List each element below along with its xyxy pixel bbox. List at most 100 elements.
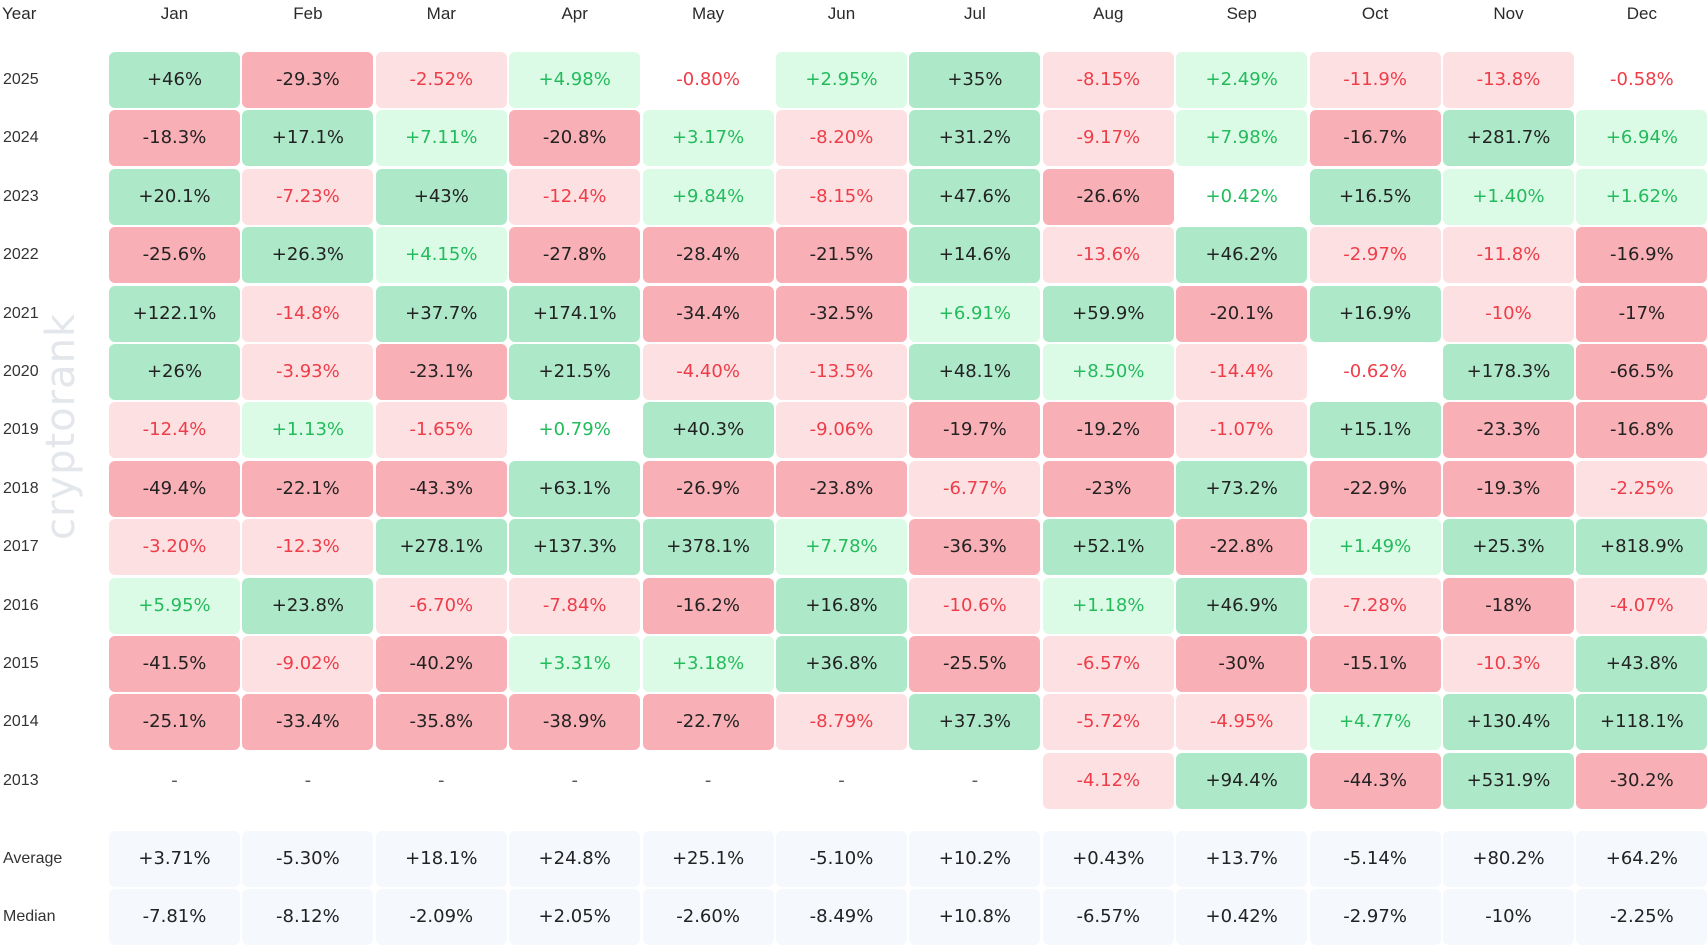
heatmap-cell[interactable]: -0.58% xyxy=(1610,69,1674,90)
heatmap-cell[interactable]: -10.3% xyxy=(1443,636,1574,692)
heatmap-cell[interactable]: -22.8% xyxy=(1176,519,1308,576)
heatmap-cell[interactable]: +7.78% xyxy=(776,519,907,576)
heatmap-cell[interactable]: -29.3% xyxy=(242,52,374,108)
heatmap-cell[interactable]: +378.1% xyxy=(642,519,774,576)
heatmap-cell[interactable]: +37.7% xyxy=(375,285,507,342)
heatmap-cell[interactable]: +40.3% xyxy=(642,402,774,459)
heatmap-cell[interactable]: +46.9% xyxy=(1176,577,1308,634)
heatmap-cell[interactable]: -26.9% xyxy=(642,460,774,517)
heatmap-cell[interactable]: -32.5% xyxy=(776,285,907,342)
heatmap-cell[interactable]: -19.7% xyxy=(909,402,1041,459)
heatmap-cell[interactable]: -25.6% xyxy=(109,227,240,284)
heatmap-cell[interactable]: -16.9% xyxy=(1576,227,1707,284)
heatmap-cell[interactable]: +137.3% xyxy=(509,519,641,576)
heatmap-cell[interactable]: -22.7% xyxy=(642,694,774,751)
heatmap-cell[interactable]: +818.9% xyxy=(1576,519,1707,576)
heatmap-cell[interactable]: +4.98% xyxy=(509,52,641,108)
heatmap-cell[interactable]: -8.15% xyxy=(1042,52,1174,108)
heatmap-cell[interactable]: +25.3% xyxy=(1443,519,1574,576)
heatmap-cell[interactable]: -7.84% xyxy=(509,577,641,634)
heatmap-cell[interactable]: -18.3% xyxy=(109,110,240,167)
summary-cell[interactable]: -5.14% xyxy=(1309,831,1441,887)
summary-cell[interactable]: -2.97% xyxy=(1309,889,1441,946)
heatmap-cell[interactable]: -25.5% xyxy=(909,636,1041,692)
heatmap-cell[interactable]: -18% xyxy=(1443,577,1574,634)
heatmap-cell[interactable]: +48.1% xyxy=(909,344,1041,400)
heatmap-cell[interactable]: +3.18% xyxy=(642,636,774,692)
summary-cell[interactable]: -2.25% xyxy=(1576,889,1707,946)
month-header-sep[interactable]: Sep xyxy=(1226,4,1257,23)
summary-cell[interactable]: +10.2% xyxy=(909,831,1041,887)
heatmap-cell[interactable]: -22.1% xyxy=(242,460,374,517)
heatmap-cell[interactable]: -4.07% xyxy=(1576,577,1707,634)
heatmap-cell[interactable]: +16.9% xyxy=(1309,285,1441,342)
heatmap-cell[interactable]: +4.15% xyxy=(375,227,507,284)
heatmap-cell[interactable]: -17% xyxy=(1576,285,1707,342)
heatmap-cell[interactable]: -20.8% xyxy=(509,110,641,167)
heatmap-cell[interactable]: +15.1% xyxy=(1309,402,1441,459)
heatmap-cell[interactable]: +118.1% xyxy=(1576,694,1707,751)
heatmap-cell[interactable]: -2.52% xyxy=(375,52,507,108)
heatmap-cell[interactable]: -12.4% xyxy=(109,402,240,459)
heatmap-cell[interactable]: +0.79% xyxy=(538,419,611,441)
heatmap-cell[interactable]: +281.7% xyxy=(1443,110,1574,167)
summary-cell[interactable]: -5.10% xyxy=(776,831,907,887)
heatmap-cell[interactable]: -7.23% xyxy=(242,168,374,225)
heatmap-cell[interactable]: -10% xyxy=(1443,285,1574,342)
heatmap-cell[interactable]: +73.2% xyxy=(1176,460,1308,517)
heatmap-cell[interactable]: +23.8% xyxy=(242,577,374,634)
month-header-aug[interactable]: Aug xyxy=(1093,4,1124,23)
month-header-nov[interactable]: Nov xyxy=(1493,4,1524,23)
heatmap-cell[interactable]: -12.4% xyxy=(509,168,641,225)
heatmap-cell[interactable]: +43% xyxy=(375,168,507,225)
heatmap-cell[interactable]: - xyxy=(304,769,312,791)
heatmap-cell[interactable]: +278.1% xyxy=(375,519,507,576)
heatmap-cell[interactable]: +52.1% xyxy=(1042,519,1174,576)
heatmap-cell[interactable]: -9.17% xyxy=(1042,110,1174,167)
heatmap-cell[interactable]: -16.7% xyxy=(1309,110,1441,167)
heatmap-cell[interactable]: - xyxy=(971,769,979,791)
summary-cell[interactable]: +10.8% xyxy=(909,889,1041,946)
heatmap-cell[interactable]: +6.91% xyxy=(909,285,1041,342)
heatmap-cell[interactable]: -1.07% xyxy=(1176,402,1308,459)
summary-cell[interactable]: -8.49% xyxy=(776,889,907,946)
heatmap-cell[interactable]: +26.3% xyxy=(242,227,374,284)
heatmap-cell[interactable]: -26.6% xyxy=(1042,168,1174,225)
heatmap-cell[interactable]: +63.1% xyxy=(509,460,641,517)
heatmap-cell[interactable]: -4.12% xyxy=(1042,752,1174,809)
heatmap-cell[interactable]: +3.31% xyxy=(509,636,641,692)
heatmap-cell[interactable]: -33.4% xyxy=(242,694,374,751)
heatmap-cell[interactable]: +9.84% xyxy=(642,168,774,225)
heatmap-cell[interactable]: -0.62% xyxy=(1343,361,1407,382)
heatmap-cell[interactable]: -25.1% xyxy=(109,694,240,751)
heatmap-cell[interactable]: +16.5% xyxy=(1309,168,1441,225)
heatmap-cell[interactable]: -11.9% xyxy=(1309,52,1441,108)
heatmap-cell[interactable]: -19.2% xyxy=(1042,402,1174,459)
heatmap-cell[interactable]: -9.02% xyxy=(242,636,374,692)
heatmap-cell[interactable]: -21.5% xyxy=(776,227,907,284)
heatmap-cell[interactable]: -30.2% xyxy=(1576,752,1707,809)
summary-cell[interactable]: +64.2% xyxy=(1576,831,1707,887)
heatmap-cell[interactable]: - xyxy=(571,769,578,791)
heatmap-cell[interactable]: - xyxy=(838,769,845,791)
heatmap-cell[interactable]: -8.15% xyxy=(776,168,907,225)
heatmap-cell[interactable]: -66.5% xyxy=(1576,344,1707,400)
heatmap-cell[interactable]: - xyxy=(171,769,178,791)
heatmap-cell[interactable]: - xyxy=(704,769,712,791)
heatmap-cell[interactable]: +14.6% xyxy=(909,227,1041,284)
summary-cell[interactable]: +2.05% xyxy=(509,889,641,946)
heatmap-cell[interactable]: +43.8% xyxy=(1576,636,1707,692)
heatmap-cell[interactable]: -23.3% xyxy=(1443,402,1574,459)
heatmap-cell[interactable]: +130.4% xyxy=(1443,694,1574,751)
summary-cell[interactable]: +80.2% xyxy=(1443,831,1574,887)
heatmap-cell[interactable]: -8.20% xyxy=(776,110,907,167)
heatmap-cell[interactable]: -19.3% xyxy=(1443,460,1574,517)
month-header-jan[interactable]: Jan xyxy=(160,4,189,23)
heatmap-cell[interactable]: +46.2% xyxy=(1176,227,1308,284)
heatmap-cell[interactable]: +1.62% xyxy=(1576,168,1707,225)
heatmap-cell[interactable]: +26% xyxy=(109,344,240,400)
heatmap-cell[interactable]: -8.79% xyxy=(776,694,907,751)
heatmap-cell[interactable]: +1.18% xyxy=(1042,577,1174,634)
heatmap-cell[interactable]: +16.8% xyxy=(776,577,907,634)
heatmap-cell[interactable]: +2.49% xyxy=(1176,52,1308,108)
